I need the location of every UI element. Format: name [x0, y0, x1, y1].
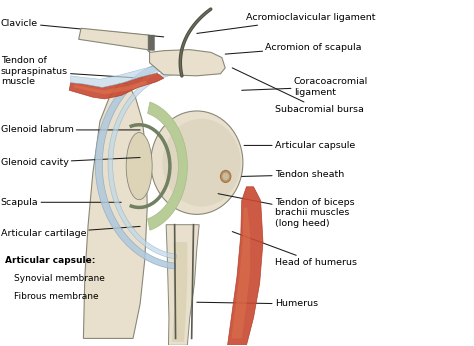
Polygon shape	[150, 49, 225, 76]
Polygon shape	[79, 28, 151, 52]
Text: Articular capsule: Articular capsule	[244, 141, 355, 150]
Polygon shape	[71, 65, 159, 88]
Polygon shape	[147, 102, 187, 230]
Text: Subacromial bursa: Subacromial bursa	[232, 68, 364, 114]
Text: Acromioclavicular ligament: Acromioclavicular ligament	[197, 13, 376, 34]
Text: Coracoacromial
ligament: Coracoacromial ligament	[242, 77, 368, 97]
Text: Clavicle: Clavicle	[0, 19, 164, 37]
Polygon shape	[74, 81, 147, 94]
Text: Fibrous membrane: Fibrous membrane	[14, 292, 99, 301]
Polygon shape	[108, 70, 176, 259]
Ellipse shape	[220, 171, 231, 182]
Text: Articular capsule:: Articular capsule:	[5, 256, 96, 265]
Ellipse shape	[151, 111, 243, 215]
Text: Scapula: Scapula	[0, 198, 121, 207]
Ellipse shape	[222, 173, 229, 180]
Text: Humerus: Humerus	[197, 299, 318, 308]
Text: Synovial membrane: Synovial membrane	[14, 274, 105, 283]
Text: Head of humerus: Head of humerus	[232, 231, 357, 267]
Polygon shape	[83, 83, 147, 338]
Polygon shape	[95, 60, 176, 269]
Polygon shape	[228, 187, 263, 345]
Polygon shape	[172, 242, 187, 342]
Polygon shape	[159, 64, 219, 73]
Ellipse shape	[126, 133, 152, 200]
Polygon shape	[69, 73, 164, 99]
Text: Glenoid cavity: Glenoid cavity	[0, 157, 140, 167]
Text: Tendon of
supraspinatus
muscle: Tendon of supraspinatus muscle	[0, 56, 143, 86]
Ellipse shape	[163, 119, 241, 207]
Polygon shape	[166, 225, 199, 345]
Text: Tendon of biceps
brachii muscles
(long heed): Tendon of biceps brachii muscles (long h…	[218, 194, 355, 228]
Polygon shape	[148, 35, 155, 50]
Polygon shape	[231, 208, 250, 338]
Text: Articular cartilage: Articular cartilage	[0, 226, 140, 238]
Text: Glenoid labrum: Glenoid labrum	[0, 125, 140, 135]
Text: Acromion of scapula: Acromion of scapula	[225, 43, 362, 54]
Text: Tendon sheath: Tendon sheath	[242, 170, 344, 179]
